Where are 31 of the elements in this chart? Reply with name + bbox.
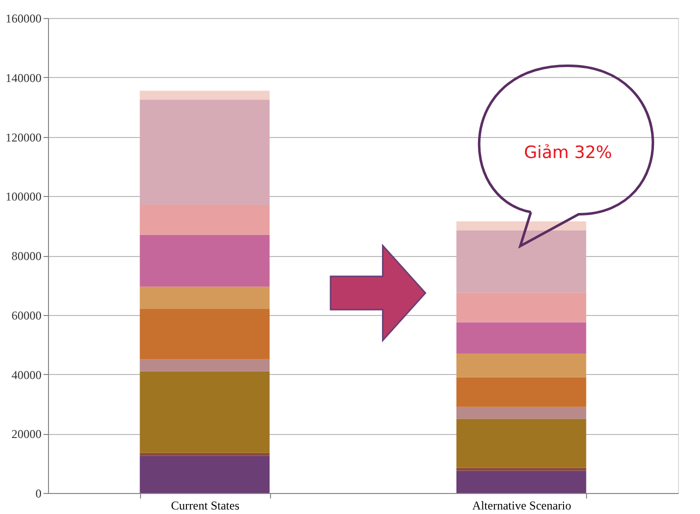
bar: [140, 456, 270, 493]
bar: [140, 90, 270, 100]
annotation: Giảm 32%: [524, 143, 612, 163]
y-tick-label: 0: [36, 486, 42, 500]
bar: [456, 353, 586, 378]
x-tick-label: Current States: [171, 498, 240, 512]
y-tick-label: 80000: [12, 249, 42, 263]
bar: [140, 452, 270, 456]
bar: [456, 322, 586, 354]
x-tick-label: Alternative Scenario: [472, 498, 572, 512]
y-tick-label: 20000: [12, 427, 42, 442]
bar: [456, 221, 586, 230]
bar: [140, 100, 270, 206]
bar: [456, 377, 586, 407]
y-tick-label: 160000: [6, 12, 42, 26]
y-tick-label: 120000: [6, 130, 42, 144]
bar: [140, 359, 270, 372]
bar: [140, 286, 270, 309]
bar: [140, 308, 270, 360]
bar: [456, 406, 586, 419]
bar: [456, 418, 586, 468]
y-tick-label: 40000: [12, 368, 42, 382]
bar: [456, 230, 586, 293]
y-tick-label: 60000: [12, 308, 42, 322]
y-tick-label: 100000: [6, 190, 42, 204]
bar: [456, 292, 586, 322]
bar: [140, 234, 270, 287]
y-tick-label: 140000: [6, 70, 42, 85]
bar: [140, 205, 270, 235]
bar: [140, 371, 270, 453]
bar: [456, 470, 586, 493]
